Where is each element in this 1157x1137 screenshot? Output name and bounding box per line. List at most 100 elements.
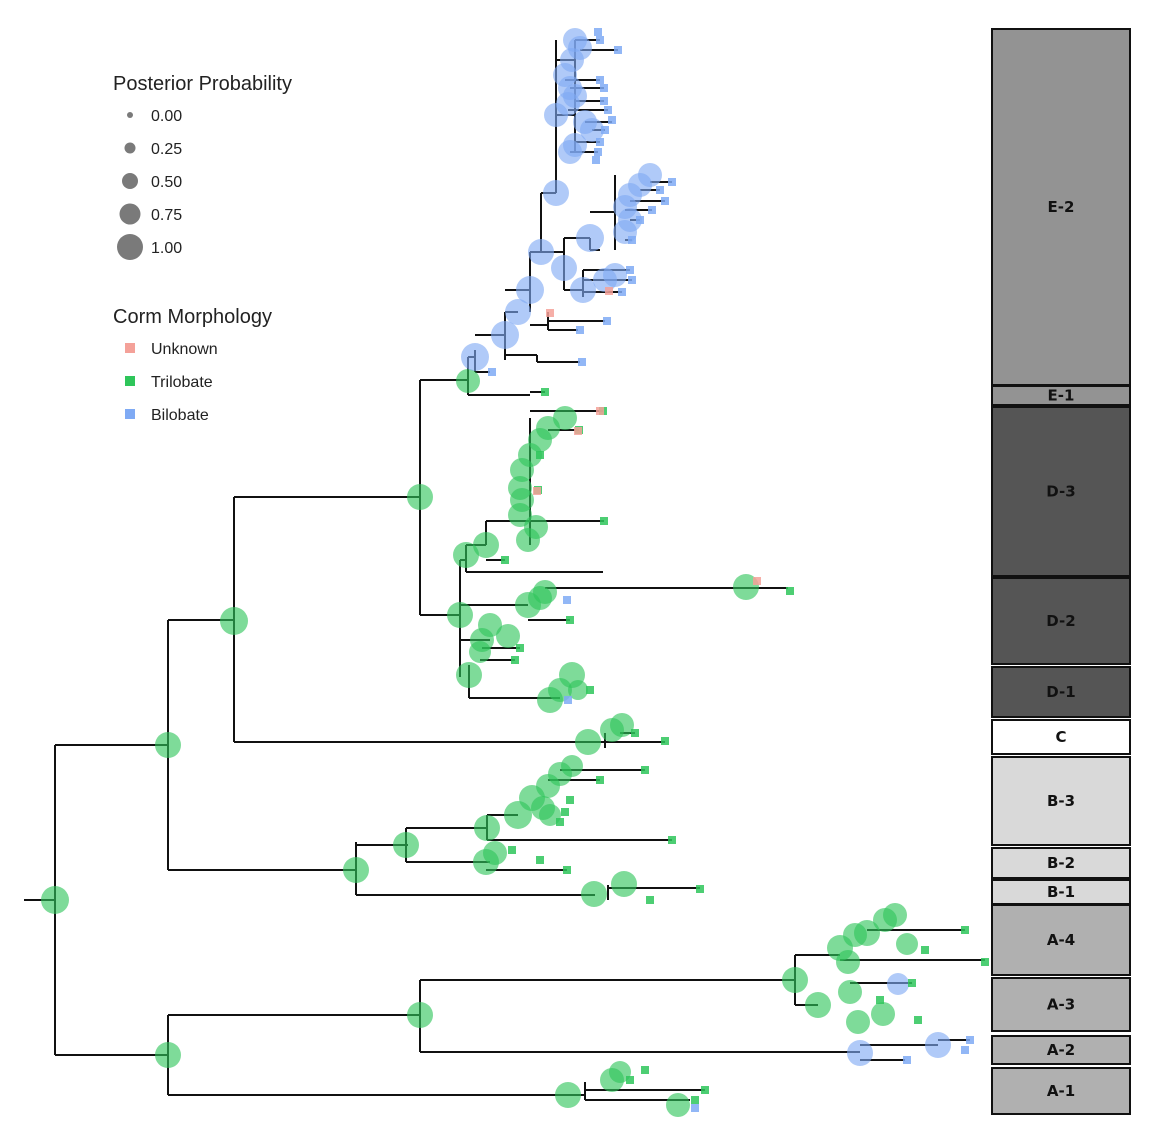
ancestral-state-node: [456, 369, 480, 393]
tip-state-marker: [488, 368, 496, 376]
legend: Posterior Probability 0.00 0.25 0.50 0.75 1.…: [113, 73, 292, 424]
clade-label: E-2: [1048, 198, 1075, 216]
legend-color-label: Trilobate: [151, 374, 213, 391]
legend-size-label: 0.25: [151, 141, 182, 158]
tip-state-markers: [488, 28, 989, 1112]
ancestral-state-node: [733, 574, 759, 600]
clade-label: D-3: [1046, 483, 1075, 501]
tip-state-marker: [661, 737, 669, 745]
tip-state-marker: [903, 1056, 911, 1064]
tip-state-marker: [961, 926, 969, 934]
ancestral-state-node: [407, 1002, 433, 1028]
tip-state-marker: [618, 288, 626, 296]
clade-box: [991, 719, 1131, 755]
tip-state-marker: [696, 885, 704, 893]
clade-bar: E-2 E-1 D-3 D-2 D-1 C B-3 B-2 B-1 A-4 A-3 A-2 A-1: [991, 28, 1131, 1115]
legend-size-label: 1.00: [151, 240, 182, 257]
tip-state-marker: [691, 1096, 699, 1104]
clade-box: [991, 904, 1131, 976]
legend-size-title: Posterior Probability: [113, 73, 292, 95]
tip-state-marker: [561, 808, 569, 816]
ancestral-state-node: [220, 607, 248, 635]
ancestral-state-node: [871, 1002, 895, 1026]
legend-size-dot: [117, 234, 143, 260]
ancestral-state-node: [483, 841, 507, 865]
tip-state-marker: [604, 106, 612, 114]
tip-state-marker: [626, 1076, 634, 1084]
tip-state-marker: [592, 156, 600, 164]
tip-state-marker: [603, 317, 611, 325]
tip-state-marker: [631, 729, 639, 737]
tip-state-marker: [908, 979, 916, 987]
tip-state-marker: [596, 36, 604, 44]
tip-state-marker: [691, 1104, 699, 1112]
tip-state-marker: [626, 266, 634, 274]
tip-state-marker: [961, 1046, 969, 1054]
clade-label: E-1: [1048, 387, 1075, 405]
tip-state-marker: [641, 766, 649, 774]
ancestral-state-node: [447, 602, 473, 628]
tip-state-marker: [966, 1036, 974, 1044]
tip-state-marker: [636, 216, 644, 224]
tip-state-marker: [648, 206, 656, 214]
ancestral-state-node: [854, 920, 880, 946]
legend-size-dot: [124, 142, 136, 154]
tip-state-marker: [576, 326, 584, 334]
tip-state-marker: [564, 696, 572, 704]
ancestral-state-node: [666, 1093, 690, 1117]
tip-state-marker: [628, 236, 636, 244]
tip-state-marker: [566, 616, 574, 624]
tip-state-marker: [596, 776, 604, 784]
legend-size-label: 0.75: [151, 207, 182, 224]
ancestral-state-node: [528, 586, 552, 610]
ancestral-state-node: [474, 815, 500, 841]
ancestral-state-node: [555, 1082, 581, 1108]
tip-state-marker: [608, 116, 616, 124]
legend-size-label: 0.50: [151, 174, 182, 191]
ancestral-state-node: [496, 624, 520, 648]
tip-state-marker: [566, 796, 574, 804]
tip-state-marker: [536, 451, 544, 459]
ancestral-state-node: [847, 1040, 873, 1066]
tip-state-marker: [578, 358, 586, 366]
legend-size-dot: [119, 203, 141, 225]
ancestral-state-node: [782, 967, 808, 993]
tip-state-marker: [563, 866, 571, 874]
ancestral-state-node: [516, 276, 544, 304]
ancestral-state-node: [558, 140, 582, 164]
ancestral-state-node: [836, 950, 860, 974]
tip-state-marker: [668, 836, 676, 844]
ancestral-state-node: [516, 528, 540, 552]
clade-label: A-4: [1047, 931, 1075, 949]
ancestral-state-node: [544, 103, 568, 127]
legend-color-swatch: [125, 409, 135, 419]
tip-state-marker: [921, 946, 929, 954]
ancestral-state-node: [887, 973, 909, 995]
legend-color-label: Bilobate: [151, 407, 209, 424]
tip-state-marker: [546, 309, 554, 317]
clade-box: [991, 756, 1131, 846]
tip-state-marker: [516, 644, 524, 652]
tip-state-marker: [541, 388, 549, 396]
ancestral-state-node: [581, 881, 607, 907]
tip-state-marker: [600, 97, 608, 105]
tip-state-marker: [600, 517, 608, 525]
legend-size-dot: [122, 173, 138, 189]
ancestral-state-node: [896, 933, 918, 955]
ancestral-state-node: [155, 1042, 181, 1068]
legend-color-swatch: [125, 343, 135, 353]
ancestral-state-node: [568, 680, 588, 700]
clade-label: B-2: [1047, 854, 1075, 872]
ancestral-state-node: [610, 713, 634, 737]
tip-state-marker: [596, 76, 604, 84]
tip-state-marker: [601, 126, 609, 134]
clade-box: [991, 977, 1131, 1032]
tip-state-marker: [786, 587, 794, 595]
tip-state-marker: [501, 556, 509, 564]
clade-box: [991, 577, 1131, 665]
clade-label: A-2: [1047, 1041, 1075, 1059]
ancestral-state-node: [805, 992, 831, 1018]
tip-state-marker: [656, 186, 664, 194]
ancestral-state-node: [473, 532, 499, 558]
